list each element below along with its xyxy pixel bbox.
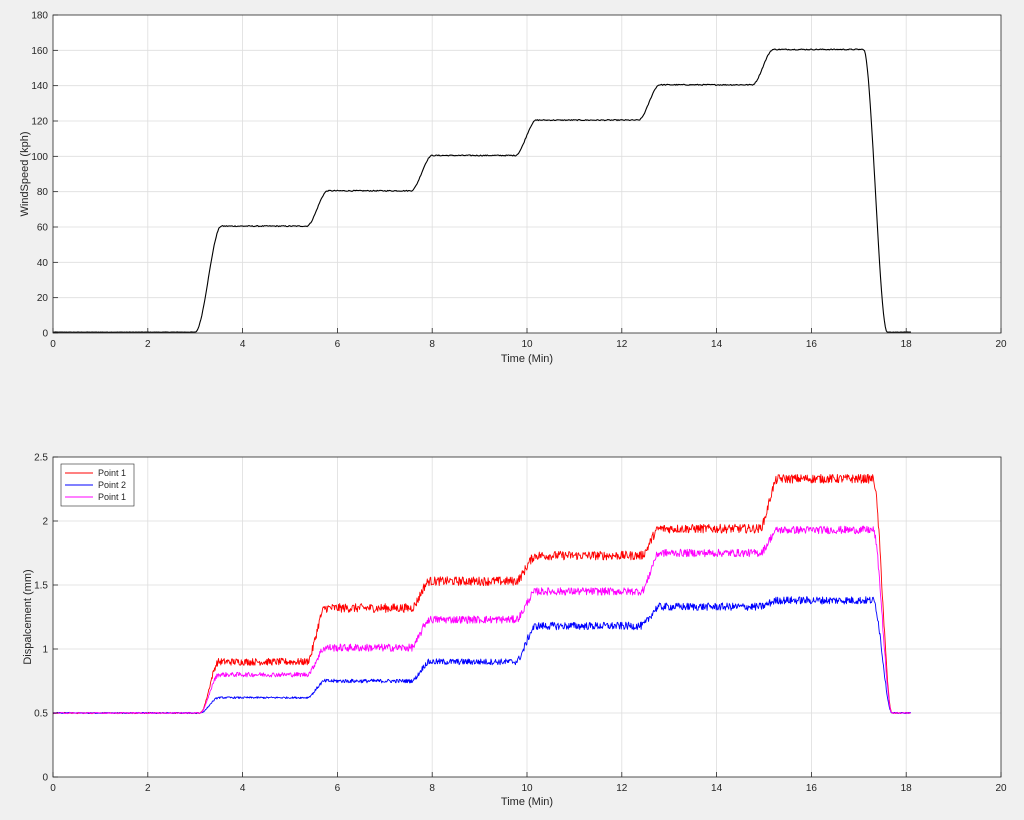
displacement-x-tick-label: 2	[145, 783, 151, 794]
displacement-y-tick-label: 1	[42, 645, 48, 656]
windspeed-y-tick-label: 140	[31, 81, 48, 92]
legend-label-point-1-red: Point 1	[98, 468, 126, 478]
displacement-x-tick-label: 20	[995, 783, 1007, 794]
displacement-x-tick-label: 14	[711, 783, 723, 794]
displacement-series	[52, 473, 911, 715]
displacement-ticks: 0 2 4 6 8 10 12 14 16 18 20 0 0.5 1 1.5 2 2.5	[34, 453, 1007, 795]
windspeed-x-axis-label: Time (Min)	[501, 353, 553, 365]
windspeed-x-tick-label: 14	[711, 339, 723, 350]
windspeed-x-tick-label: 10	[521, 339, 533, 350]
displacement-y-axis-label: Dispalcement (mm)	[22, 569, 34, 664]
displacement-y-tick-label: 2.5	[34, 453, 48, 464]
displacement-x-tick-label: 0	[50, 783, 56, 794]
windspeed-y-tick-label: 120	[31, 117, 48, 128]
displacement-chart: 0 2 4 6 8 10 12 14 16 18 20 0 0.5 1 1.5 2 2.5 Time (Min)…	[22, 453, 1007, 809]
legend-label-point-1-magenta: Point 1	[98, 492, 126, 502]
windspeed-x-tick-label: 6	[335, 339, 341, 350]
windspeed-y-axis-label: WindSpeed (kph)	[19, 132, 31, 217]
displacement-x-tick-label: 12	[616, 783, 628, 794]
displacement-x-tick-label: 18	[901, 783, 913, 794]
windspeed-y-tick-label: 100	[31, 152, 48, 163]
displacement-x-tick-label: 4	[240, 783, 246, 794]
windspeed-x-tick-label: 4	[240, 339, 246, 350]
windspeed-x-tick-label: 16	[806, 339, 818, 350]
windspeed-y-tick-label: 160	[31, 46, 48, 57]
displacement-y-tick-label: 2	[42, 517, 48, 528]
windspeed-x-tick-label: 20	[995, 339, 1007, 350]
windspeed-x-tick-label: 8	[429, 339, 435, 350]
windspeed-x-tick-label: 0	[50, 339, 56, 350]
windspeed-x-tick-label: 18	[901, 339, 913, 350]
windspeed-y-tick-label: 180	[31, 11, 48, 22]
windspeed-series-line-1	[52, 48, 911, 333]
windspeed-x-tick-label: 2	[145, 339, 151, 350]
windspeed-y-tick-label: 80	[37, 187, 49, 198]
displacement-y-tick-label: 1.5	[34, 581, 48, 592]
windspeed-y-tick-label: 40	[37, 258, 49, 269]
displacement-x-tick-label: 8	[429, 783, 435, 794]
windspeed-y-tick-label: 0	[42, 329, 48, 340]
displacement-x-tick-label: 10	[521, 783, 533, 794]
displacement-x-axis-label: Time (Min)	[501, 796, 553, 808]
displacement-x-tick-label: 16	[806, 783, 818, 794]
displacement-x-tick-label: 6	[335, 783, 341, 794]
legend: Point 1 Point 2 Point 1	[60, 463, 135, 507]
windspeed-x-tick-label: 12	[616, 339, 628, 350]
windspeed-grid	[53, 15, 1001, 333]
windspeed-chart: 0 2 4 6 8 10 12 14 16 18 20 0 20 40 60 80 100 120 140 160 18…	[19, 11, 1007, 366]
displacement-y-tick-label: 0	[42, 773, 48, 784]
legend-label-point-2-blue: Point 2	[98, 480, 126, 490]
windspeed-y-tick-label: 20	[37, 293, 49, 304]
windspeed-ticks: 0 2 4 6 8 10 12 14 16 18 20 0 20 40 60 80 100 120 140 160 18…	[31, 11, 1007, 351]
displacement-grid	[53, 457, 1001, 777]
windspeed-y-tick-label: 60	[37, 223, 49, 234]
displacement-series-line-3	[52, 525, 911, 715]
displacement-y-tick-label: 0.5	[34, 709, 48, 720]
displacement-series-line-2	[52, 596, 911, 715]
windspeed-series	[52, 48, 911, 333]
